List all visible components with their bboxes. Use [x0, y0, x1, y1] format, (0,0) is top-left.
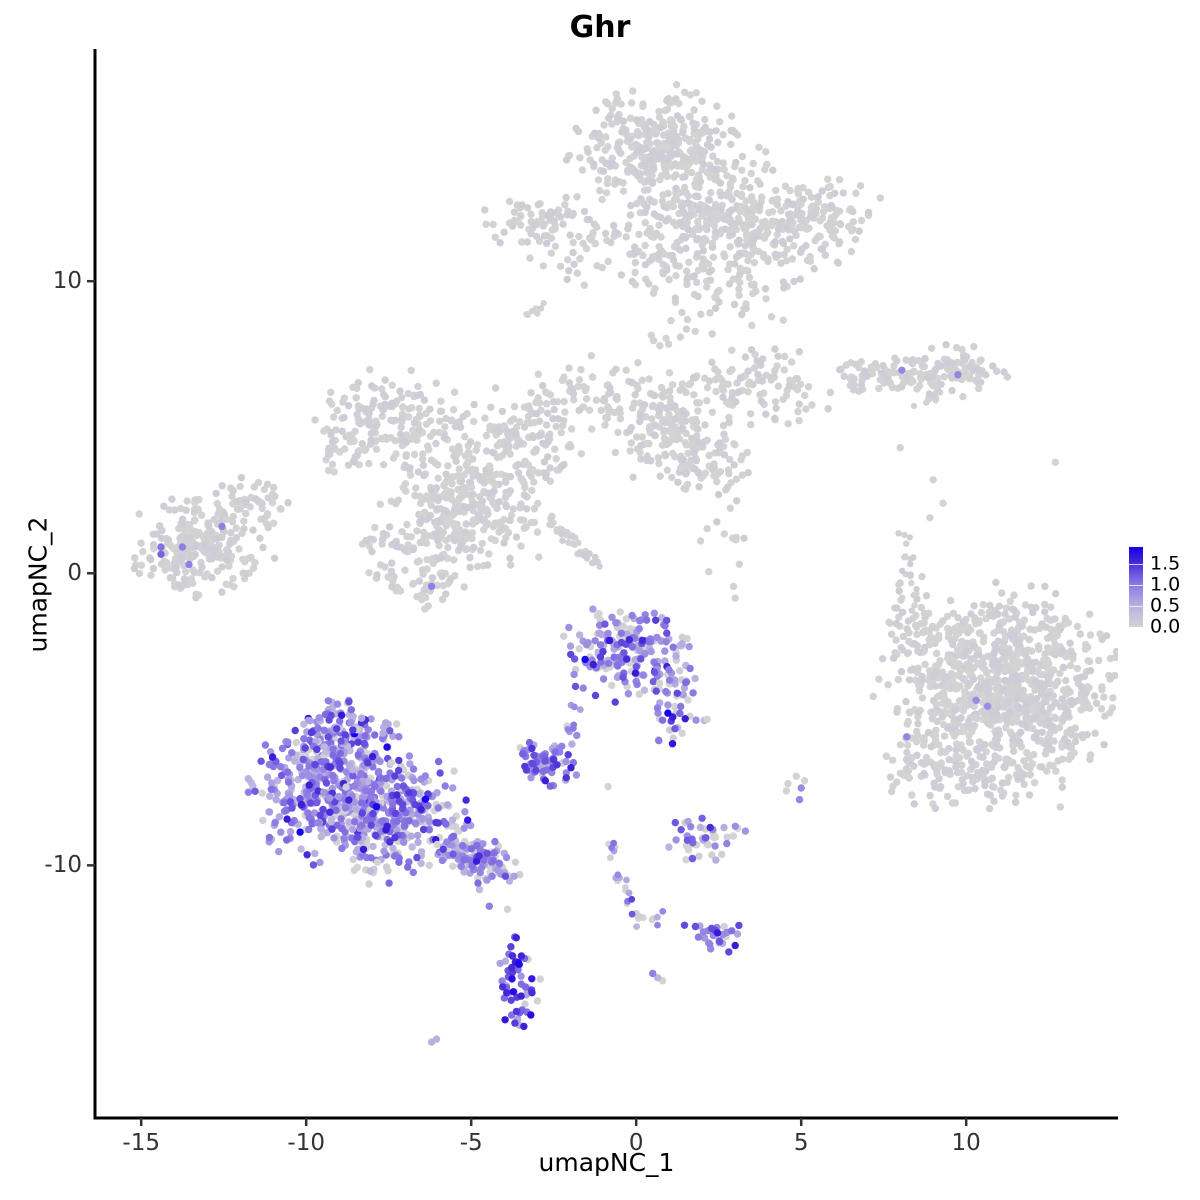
legend-tick-mark: [1129, 584, 1143, 587]
x-tick-label: -15: [122, 1130, 160, 1156]
legend-value-label: 0.0: [1150, 615, 1181, 638]
x-axis-title: umapNC_1: [538, 1148, 675, 1177]
legend-gradient-bar: [1129, 547, 1143, 627]
y-tick-label: -10: [44, 852, 82, 879]
x-tick-label: 10: [951, 1130, 981, 1156]
y-tick-label: 10: [52, 268, 82, 295]
x-tick-label: 5: [793, 1130, 809, 1156]
y-tick-label: 0: [67, 560, 82, 587]
legend-value-label: 1.0: [1150, 573, 1181, 596]
x-tick-label: 0: [628, 1130, 644, 1156]
x-tick-label: -5: [459, 1130, 483, 1156]
legend-value-label: 0.5: [1150, 594, 1181, 617]
x-tick-label: -10: [287, 1130, 325, 1156]
axes-layer: [87, 49, 1118, 1126]
legend-value-label: 1.5: [1150, 552, 1181, 575]
points-layer: [130, 81, 1118, 1046]
plot-title: Ghr: [569, 10, 631, 45]
legend-tick-mark: [1129, 563, 1143, 566]
legend-tick-mark: [1129, 605, 1143, 608]
